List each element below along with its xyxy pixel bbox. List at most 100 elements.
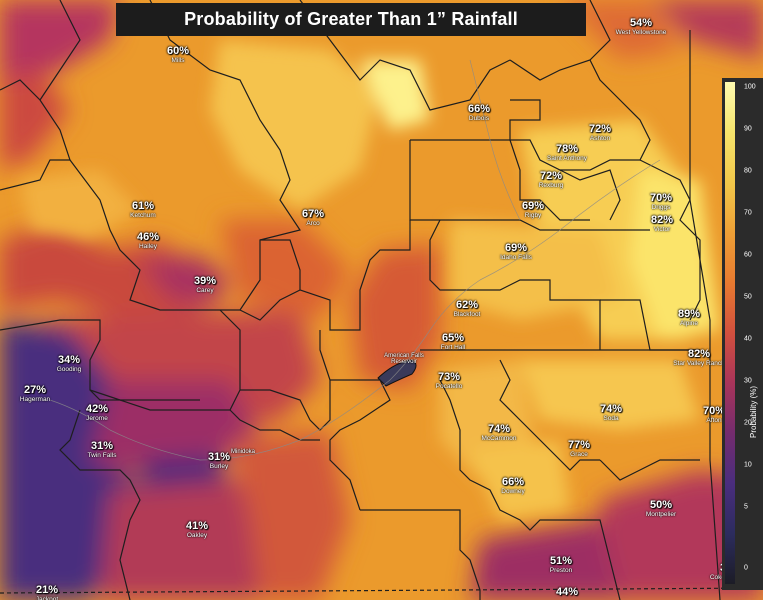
boundary-bannock-w xyxy=(439,379,560,531)
zone-ketchum-light xyxy=(20,170,140,240)
minidoka-label: Minidoka xyxy=(230,449,256,455)
city-label: 66% Dubois xyxy=(468,104,490,123)
city-name: Idaho Falls xyxy=(500,254,532,261)
city-name: Grace xyxy=(570,451,588,458)
rivers xyxy=(49,59,661,461)
city-probability: 60% xyxy=(166,45,190,57)
city-probability: 34% xyxy=(57,354,81,366)
city-label: 65% Fort Hall xyxy=(441,333,466,352)
city-probability: 89% xyxy=(677,308,701,320)
city-probability: 69% xyxy=(521,200,545,212)
legend-tick: 100 xyxy=(744,83,756,91)
city-probability: 51% xyxy=(549,555,573,567)
city-name: Hailey xyxy=(138,243,158,250)
city-probability: 72% xyxy=(588,123,612,135)
city-name: Arco xyxy=(306,220,320,227)
city-probability: 46% xyxy=(136,231,160,243)
city-probability: 82% xyxy=(650,214,674,226)
city-name: Dubois xyxy=(468,115,490,122)
city-label: 41% Oakley xyxy=(186,521,208,540)
city-name: Montpelier xyxy=(645,511,677,518)
city-label: 72% Rexburg xyxy=(539,171,564,190)
zone-west-red xyxy=(0,220,200,320)
boundary-cassia xyxy=(229,409,320,441)
city-probability: 67% xyxy=(301,208,325,220)
city-probability: 42% xyxy=(85,403,109,415)
legend-tick: 5 xyxy=(744,503,748,511)
city-name: Fort Hall xyxy=(440,344,466,351)
city-probability: 31% xyxy=(90,440,114,452)
city-name: McCammon xyxy=(481,435,517,442)
city-label: 89% Alpine xyxy=(678,309,700,328)
legend-tick: 60 xyxy=(744,251,752,259)
boundary-fremont xyxy=(509,59,651,171)
boundary-caribou-s xyxy=(599,459,700,481)
city-probability: 70% xyxy=(702,405,726,417)
boundary-jerome xyxy=(89,389,200,401)
city-probability: 66% xyxy=(501,476,525,488)
city-probability: 65% xyxy=(441,332,465,344)
city-label: 60% Mills xyxy=(167,46,189,65)
city-name: Preston xyxy=(549,567,573,574)
legend-tick: 20 xyxy=(744,419,752,427)
city-label: 70% Afton xyxy=(703,406,725,425)
zone-carey-magenta xyxy=(140,255,230,305)
zone-nw-red xyxy=(0,70,70,170)
state-line-ut xyxy=(0,587,763,594)
city-probability: 77% xyxy=(567,439,591,451)
city-name: Hagerman xyxy=(19,396,51,403)
city-name: Pocatello xyxy=(435,383,463,390)
city-label: 69% Rigby xyxy=(522,201,544,220)
city-probability: 62% xyxy=(455,299,479,311)
city-name: Soda xyxy=(603,415,619,422)
city-probability: 44% xyxy=(555,586,579,598)
zone-arco-red xyxy=(220,220,350,320)
city-label: 73% Pocatello xyxy=(436,372,463,391)
city-name: Mills xyxy=(171,57,185,64)
city-probability: 78% xyxy=(555,143,579,155)
legend-color-bar xyxy=(725,82,735,584)
city-label: 51% Preston xyxy=(550,556,572,575)
boundary-butte-s xyxy=(260,220,411,331)
city-probability: 74% xyxy=(487,423,511,435)
boundary-clark xyxy=(509,0,611,81)
city-name: West Yellowstone xyxy=(615,29,667,36)
city-probability: 54% xyxy=(629,17,653,29)
city-name: Rigby xyxy=(524,212,542,219)
map-title: Probability of Greater Than 1” Rainfall xyxy=(116,3,586,36)
city-name: Gooding xyxy=(56,366,82,373)
legend-tick: 10 xyxy=(744,461,752,469)
city-label: 67% Arco xyxy=(302,209,324,228)
city-label: 50% Montpelier xyxy=(646,500,676,519)
legend-tick: 70 xyxy=(744,209,752,217)
city-name: Alpine xyxy=(679,320,699,327)
city-probability: 21% xyxy=(35,584,59,596)
city-name: Downey xyxy=(501,488,525,495)
boundary-power xyxy=(329,379,391,511)
zone-dubois-yellow xyxy=(360,60,430,130)
city-label: 31% Burley xyxy=(208,452,230,471)
city-probability: 74% xyxy=(599,403,623,415)
boundary-twin-falls xyxy=(59,409,141,600)
city-probability: 70% xyxy=(649,192,673,204)
city-probability: 41% xyxy=(185,520,209,532)
legend-tick: 90 xyxy=(744,125,752,133)
city-label: 62% Blackfoot xyxy=(454,300,481,319)
boundary-nw-1 xyxy=(0,79,71,191)
city-name: Ashton xyxy=(589,135,611,142)
legend-tick: 50 xyxy=(744,293,752,301)
zone-victor-yellow xyxy=(630,170,720,340)
river-north xyxy=(469,59,521,221)
city-probability: 61% xyxy=(131,200,155,212)
city-label: 54% West Yellowstone xyxy=(616,18,667,37)
city-name: Star Valley Ranch xyxy=(673,360,725,367)
boundary-blaine-e xyxy=(239,289,301,321)
city-probability: 50% xyxy=(649,499,673,511)
boundary-franklin xyxy=(560,519,621,600)
boundary-minidoka xyxy=(240,330,331,431)
zone-south-red xyxy=(230,430,350,600)
zone-ne-red xyxy=(560,0,680,60)
boundary-bingham xyxy=(429,219,601,350)
